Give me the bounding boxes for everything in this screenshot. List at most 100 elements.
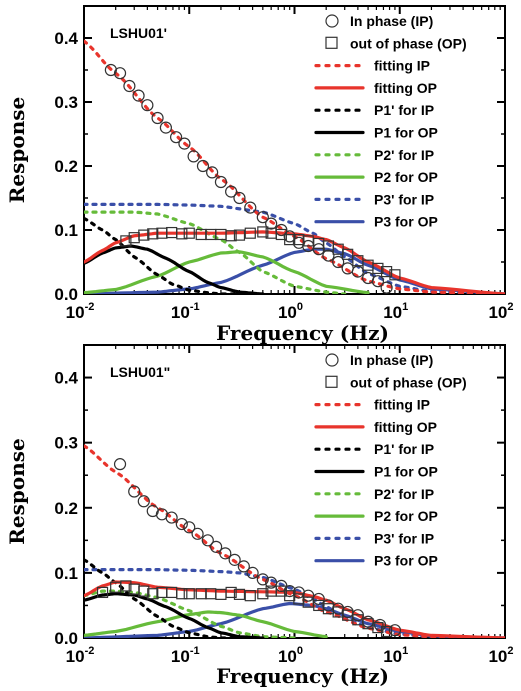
legend: In phase (IP) out of phase (OP) fitting IP… (314, 352, 467, 569)
chart-panel-2: 0.0 0.1 0.2 0.3 0.4 10-2 10-1 100 101 102 Frequenc… (5, 344, 514, 688)
legend-label: P2' for IP (374, 147, 434, 163)
series-line-p1-for-op (84, 244, 265, 294)
x-tick-label: 101 (383, 301, 408, 322)
op-point (96, 586, 109, 599)
op-point (176, 228, 188, 240)
ip-point (210, 540, 223, 553)
y-tick-label: 0.4 (54, 29, 78, 48)
x-tick-label: 100 (278, 301, 303, 322)
ip-point (265, 217, 278, 230)
panel-title: LSHU01' (110, 25, 167, 41)
series-line-p1-for-ip (84, 216, 242, 294)
op-point (138, 585, 150, 597)
legend-label: P1 for OP (374, 125, 438, 141)
ip-point (183, 521, 196, 534)
op-point (284, 234, 296, 246)
legend-label: P3 for OP (374, 214, 438, 230)
y-tick-label: 0.2 (54, 157, 78, 176)
series-line-p2-for-op (84, 610, 328, 638)
ip-point (322, 249, 335, 262)
op-point (120, 235, 132, 247)
legend-label: P1' for IP (374, 102, 434, 118)
series-line-fitting-ip (84, 444, 505, 638)
y-tick-label: 0.0 (54, 629, 78, 648)
legend-label: P3 for OP (374, 553, 438, 569)
op-point (225, 230, 237, 242)
op-point (372, 621, 384, 634)
legend-label: P3' for IP (374, 530, 434, 546)
legend-symbol-square (325, 36, 338, 49)
op-point (120, 580, 132, 592)
legend-label: In phase (IP) (350, 13, 433, 29)
legend-label: In phase (IP) (350, 352, 433, 368)
legend-label: out of phase (OP) (350, 35, 467, 51)
ip-point (170, 131, 183, 144)
legend-label: P1' for IP (374, 441, 434, 457)
op-point (176, 588, 188, 600)
op-point (372, 262, 384, 274)
x-axis-title: Frequency (Hz) (216, 664, 389, 688)
x-axis-title: Frequency (Hz) (216, 321, 389, 345)
legend-label: P2 for OP (374, 508, 438, 524)
op-point (147, 228, 159, 240)
y-axis-title: Response (5, 97, 29, 203)
series-line-p2-for-ip (84, 210, 347, 294)
op-point (389, 269, 401, 281)
op-point (342, 248, 354, 260)
legend-label: P2 for OP (374, 169, 438, 185)
series-line-fitting-op (84, 230, 505, 294)
ip-point (141, 99, 154, 112)
op-point (257, 226, 269, 238)
ip-point (388, 624, 402, 637)
series-line-p2-for-ip (84, 589, 297, 638)
x-tick-label: 10-2 (66, 645, 95, 666)
op-point (233, 229, 246, 241)
ip-point (196, 159, 210, 173)
ip-point (341, 262, 354, 275)
op-point (233, 588, 246, 600)
ip-point (371, 275, 384, 288)
ip-point (228, 553, 241, 566)
ip-point (123, 79, 136, 93)
legend-label: out of phase (OP) (350, 374, 467, 390)
op-point (244, 227, 256, 239)
op-point (183, 227, 195, 239)
ip-point (312, 243, 325, 256)
y-tick-label: 0.0 (54, 285, 78, 304)
op-point (293, 593, 305, 605)
y-tick-label: 0.3 (54, 434, 78, 453)
plot-area (84, 39, 505, 294)
x-tick-label: 101 (383, 645, 408, 666)
ip-point (380, 281, 393, 294)
op-point (284, 590, 296, 602)
x-tick-label: 100 (278, 645, 303, 666)
ip-point (373, 618, 387, 632)
legend-label: P2' for IP (374, 486, 434, 502)
ip-point (178, 137, 191, 150)
ip-point (256, 573, 269, 586)
legend-label: fitting IP (374, 397, 430, 413)
series-line-p3-for-ip (84, 202, 505, 294)
series-line-p2-for-op (84, 250, 370, 294)
ip-point (237, 560, 250, 573)
legend-symbol-square (325, 375, 338, 388)
op-point (147, 588, 159, 600)
ip-point (244, 201, 257, 214)
ip-point (159, 121, 173, 134)
op-point (244, 590, 256, 602)
y-tick-label: 0.1 (54, 564, 78, 583)
ip-point (332, 255, 345, 269)
op-point (225, 586, 237, 599)
op-point (257, 588, 269, 600)
op-point (381, 625, 393, 638)
chart-panel-1: 0.0 0.1 0.2 0.3 0.4 10-2 10-1 100 101 102 Frequenc… (5, 5, 514, 345)
y-tick-label: 0.3 (54, 93, 78, 112)
ip-point (191, 527, 204, 540)
ip-point (233, 191, 246, 205)
x-tick-label: 102 (488, 301, 513, 322)
legend-symbol-circle (325, 14, 339, 28)
y-tick-label: 0.4 (54, 369, 78, 388)
ip-point (187, 150, 200, 163)
x-tick-label: 10-2 (66, 301, 95, 322)
